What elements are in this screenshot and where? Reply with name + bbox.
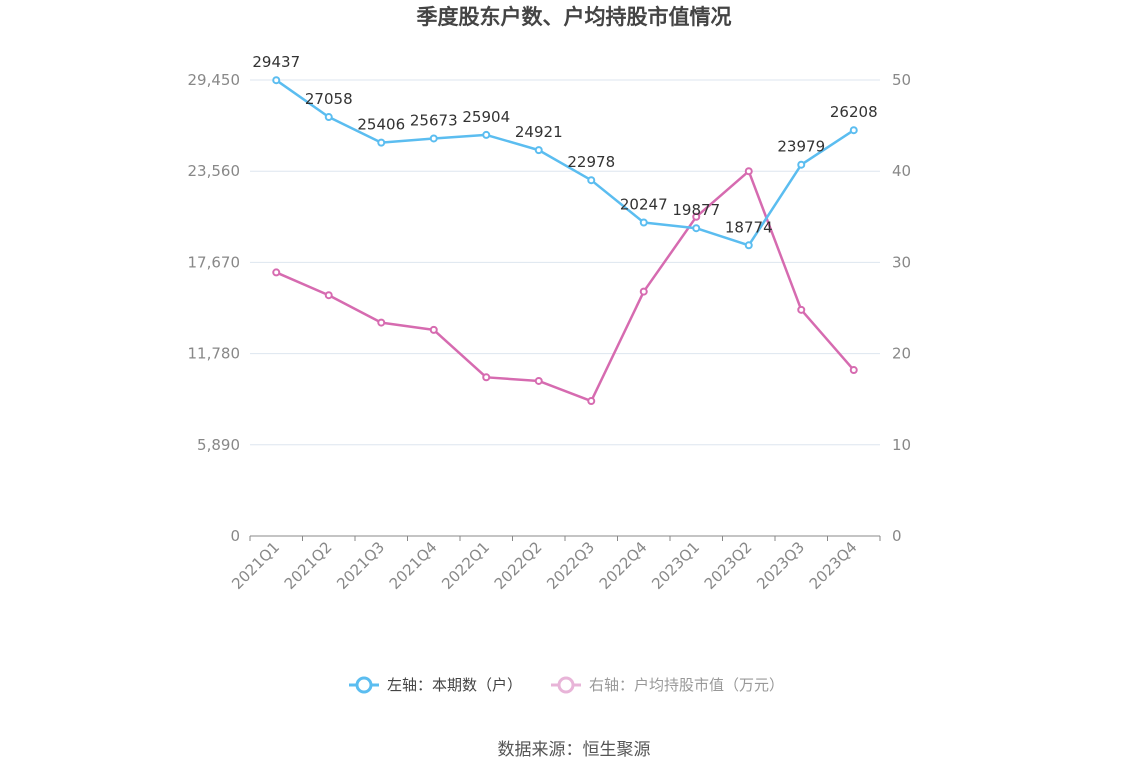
data-label: 23979 — [777, 138, 825, 156]
legend-label: 右轴：户均持股市值（万元） — [589, 676, 784, 694]
data-point-right[interactable] — [639, 287, 648, 296]
data-point-left[interactable] — [482, 130, 491, 139]
x-axis-tick-label: 2023Q3 — [753, 538, 808, 593]
right-axis-tick-label: 10 — [892, 436, 911, 454]
data-point-right[interactable] — [377, 318, 386, 327]
legend-item-right-axis[interactable]: 右轴：户均持股市值（万元） — [551, 676, 784, 694]
chart-title: 季度股东户数、户均持股市值情况 — [417, 5, 732, 29]
series-line-left — [275, 79, 855, 247]
data-point-right[interactable] — [429, 325, 438, 334]
x-axis-tick-label: 2022Q2 — [491, 538, 546, 593]
x-axis-tick-label: 2023Q2 — [701, 538, 756, 593]
data-point-right[interactable] — [324, 291, 333, 300]
data-point-left[interactable] — [587, 176, 596, 185]
source-note: 数据来源：恒生聚源 — [498, 740, 651, 760]
legend-item-left-axis[interactable]: 左轴：本期数（户） — [349, 676, 522, 694]
data-point-left[interactable] — [534, 146, 543, 155]
data-point-left[interactable] — [272, 76, 281, 85]
right-axis-tick-label: 0 — [892, 527, 902, 545]
x-axis-tick-label: 2022Q1 — [438, 538, 493, 593]
data-point-right[interactable] — [692, 212, 701, 221]
right-axis-tick-label: 50 — [892, 71, 911, 89]
data-label: 19877 — [672, 201, 720, 219]
legend-swatch-marker — [557, 676, 575, 694]
data-label: 24921 — [515, 123, 563, 141]
data-label: 29437 — [252, 53, 300, 71]
data-point-right[interactable] — [534, 376, 543, 385]
data-label: 18774 — [725, 218, 773, 236]
x-axis-tick-label: 2021Q1 — [228, 538, 283, 593]
x-axis-tick-label: 2022Q4 — [596, 538, 651, 593]
data-point-right[interactable] — [797, 305, 806, 314]
data-point-right[interactable] — [272, 268, 281, 277]
data-point-left[interactable] — [744, 241, 753, 250]
data-point-right[interactable] — [482, 373, 491, 382]
data-point-right[interactable] — [587, 397, 596, 406]
left-axis-tick-label: 23,560 — [188, 162, 241, 180]
data-point-left[interactable] — [797, 160, 806, 169]
left-axis-tick-label: 29,450 — [188, 71, 241, 89]
gridlines — [250, 79, 880, 446]
right-axis-tick-label: 30 — [892, 253, 911, 271]
data-point-left[interactable] — [324, 113, 333, 122]
series-line-right — [275, 169, 855, 403]
x-axis-tick-label: 2022Q3 — [543, 538, 598, 593]
data-label: 22978 — [567, 153, 615, 171]
x-axis-tick-label: 2023Q4 — [806, 538, 861, 593]
data-point-left[interactable] — [639, 218, 648, 227]
legend-swatch-marker — [355, 676, 373, 694]
data-point-left[interactable] — [429, 134, 438, 143]
legend: 左轴：本期数（户） 右轴：户均持股市值（万元） — [349, 676, 784, 694]
data-point-left[interactable] — [377, 138, 386, 147]
data-label: 25904 — [462, 108, 510, 126]
data-point-left[interactable] — [692, 224, 701, 233]
legend-label: 左轴：本期数（户） — [387, 676, 522, 694]
data-label: 26208 — [830, 103, 878, 121]
data-label: 25406 — [357, 116, 405, 134]
right-axis-tick-label: 20 — [892, 345, 911, 363]
left-axis-tick-label: 17,670 — [188, 253, 241, 271]
data-point-right[interactable] — [744, 167, 753, 176]
data-point-right[interactable] — [849, 366, 858, 375]
left-axis-tick-label: 0 — [230, 527, 240, 545]
x-axis-tick-label: 2021Q3 — [333, 538, 388, 593]
x-axis-tick-label: 2021Q4 — [386, 538, 441, 593]
data-label: 27058 — [305, 90, 353, 108]
data-label: 25673 — [410, 111, 458, 129]
data-label: 20247 — [620, 195, 668, 213]
x-axis-tick-label: 2023Q1 — [648, 538, 703, 593]
x-axis-tick-label: 2021Q2 — [281, 538, 336, 593]
left-axis-tick-label: 5,890 — [197, 436, 240, 454]
data-point-left[interactable] — [849, 126, 858, 135]
series — [272, 76, 858, 406]
right-axis-tick-label: 40 — [892, 162, 911, 180]
left-axis-tick-label: 11,780 — [188, 345, 241, 363]
